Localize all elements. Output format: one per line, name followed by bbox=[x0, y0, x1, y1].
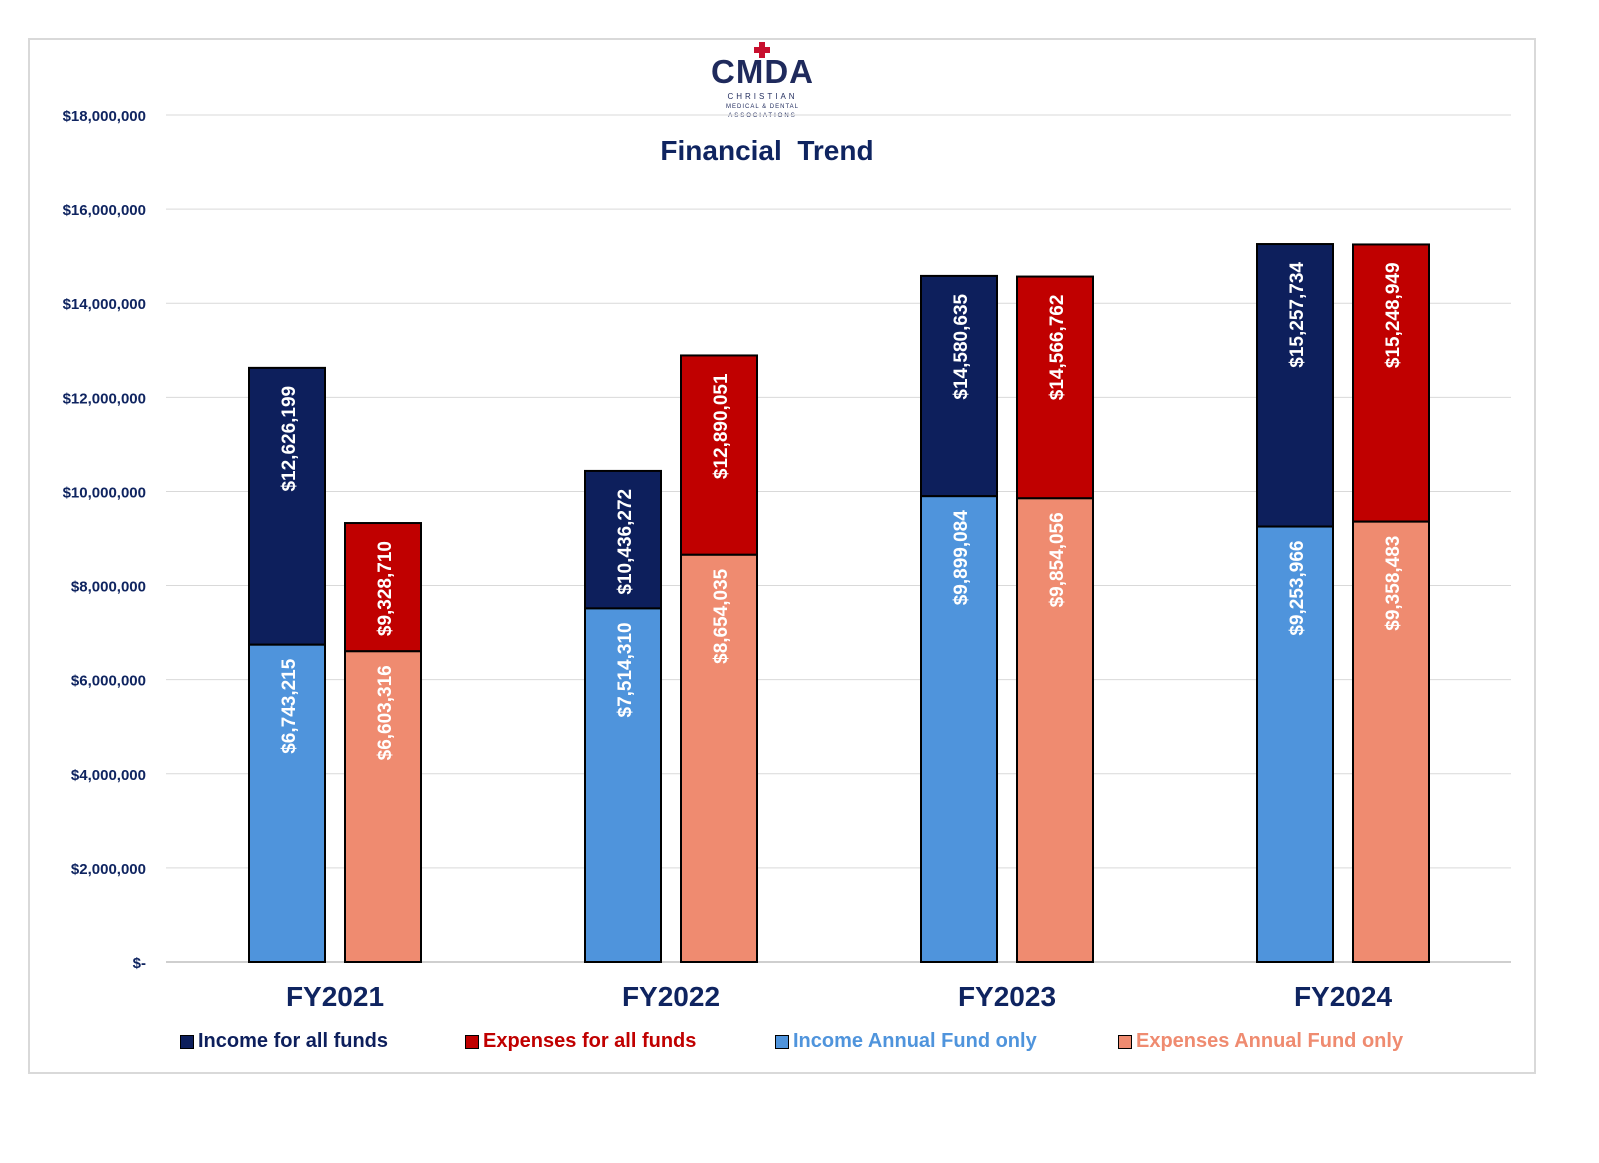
y-tick-label: $- bbox=[133, 955, 146, 972]
data-label-income-all-funds: $15,257,734 bbox=[1287, 262, 1308, 368]
logo-subtitle-2: MEDICAL & DENTAL bbox=[725, 104, 799, 110]
y-tick-label: $16,000,000 bbox=[63, 202, 146, 219]
legend-item-expenses-annual: Expenses Annual Fund only bbox=[1118, 1030, 1403, 1053]
x-category-label: FY2021 bbox=[286, 981, 384, 1012]
y-tick-label: $6,000,000 bbox=[71, 673, 146, 690]
data-label-expenses-all-funds: $14,566,762 bbox=[1047, 295, 1068, 401]
legend-swatch-income-annual bbox=[775, 1034, 789, 1049]
legend-label-income-annual: Income Annual Fund only bbox=[793, 1030, 1037, 1052]
bar-expenses-annual-fund bbox=[680, 553, 758, 964]
cmda-logo: CMDA CHRISTIAN MEDICAL & DENTAL ASSOCIAT… bbox=[700, 38, 825, 124]
legend-item-income-all: Income for all funds bbox=[180, 1030, 388, 1053]
bar-expenses-all-funds bbox=[1352, 243, 1430, 523]
legend-swatch-expenses-all bbox=[465, 1034, 479, 1049]
data-label-income-annual-fund: $9,899,084 bbox=[951, 510, 972, 606]
bar-income-all-funds bbox=[584, 469, 662, 610]
data-label-income-annual-fund: $9,253,966 bbox=[1287, 541, 1308, 636]
bar-expenses-annual-fund bbox=[1016, 497, 1094, 963]
data-label-expenses-annual-fund: $9,358,483 bbox=[1383, 536, 1404, 631]
bar-expenses-annual-fund bbox=[1352, 520, 1430, 964]
bar-income-annual-fund bbox=[1256, 525, 1334, 963]
chart-title: Financial Trend bbox=[660, 135, 874, 166]
y-tick-label: $8,000,000 bbox=[71, 579, 146, 596]
logo-name: CMDA bbox=[711, 53, 814, 90]
bar-income-all-funds bbox=[1256, 243, 1334, 528]
x-category-label: FY2022 bbox=[622, 981, 720, 1012]
y-tick-label: $14,000,000 bbox=[63, 296, 146, 313]
x-category-label: FY2024 bbox=[1294, 981, 1392, 1012]
logo-subtitle-3: ASSOCIATIONS bbox=[728, 113, 797, 119]
bar-income-all-funds bbox=[248, 366, 326, 646]
bar-expenses-annual-fund bbox=[344, 650, 422, 963]
y-tick-label: $10,000,000 bbox=[63, 484, 146, 501]
bar-income-annual-fund bbox=[248, 643, 326, 963]
bar-income-annual-fund bbox=[920, 495, 998, 963]
legend-label-income-all: Income for all funds bbox=[198, 1030, 389, 1052]
data-label-expenses-annual-fund: $6,603,316 bbox=[375, 665, 396, 760]
legend-swatch-expenses-annual bbox=[1118, 1034, 1132, 1049]
data-label-income-annual-fund: $6,743,215 bbox=[279, 658, 300, 754]
y-tick-label: $2,000,000 bbox=[71, 861, 146, 878]
data-label-expenses-annual-fund: $8,654,035 bbox=[711, 568, 732, 664]
legend-swatch-income-all bbox=[180, 1034, 194, 1049]
bar-income-annual-fund bbox=[584, 607, 662, 963]
data-label-income-all-funds: $10,436,272 bbox=[615, 489, 636, 595]
data-label-expenses-all-funds: $15,248,949 bbox=[1383, 262, 1404, 368]
y-tick-label: $4,000,000 bbox=[71, 767, 146, 784]
data-label-expenses-annual-fund: $9,854,056 bbox=[1047, 512, 1068, 607]
data-label-income-annual-fund: $7,514,310 bbox=[615, 622, 636, 717]
y-tick-label: $18,000,000 bbox=[63, 108, 146, 125]
logo-subtitle-1: CHRISTIAN bbox=[727, 92, 798, 101]
data-label-income-all-funds: $12,626,199 bbox=[279, 386, 300, 492]
cross-icon bbox=[754, 42, 770, 58]
y-tick-label: $12,000,000 bbox=[63, 390, 146, 407]
chart-legend: Income for all funds Expenses for all fu… bbox=[180, 1030, 1480, 1060]
legend-label-expenses-all: Expenses for all funds bbox=[483, 1030, 697, 1052]
legend-item-expenses-all: Expenses for all funds bbox=[465, 1030, 696, 1053]
data-label-expenses-all-funds: $9,328,710 bbox=[375, 541, 396, 636]
bar-income-all-funds bbox=[920, 274, 998, 498]
legend-label-expenses-annual: Expenses Annual Fund only bbox=[1136, 1030, 1404, 1052]
bar-expenses-all-funds bbox=[680, 354, 758, 556]
data-label-expenses-all-funds: $12,890,051 bbox=[711, 373, 732, 479]
data-label-income-all-funds: $14,580,635 bbox=[951, 293, 972, 399]
x-category-label: FY2023 bbox=[958, 981, 1056, 1012]
legend-item-income-annual: Income Annual Fund only bbox=[775, 1030, 1037, 1053]
